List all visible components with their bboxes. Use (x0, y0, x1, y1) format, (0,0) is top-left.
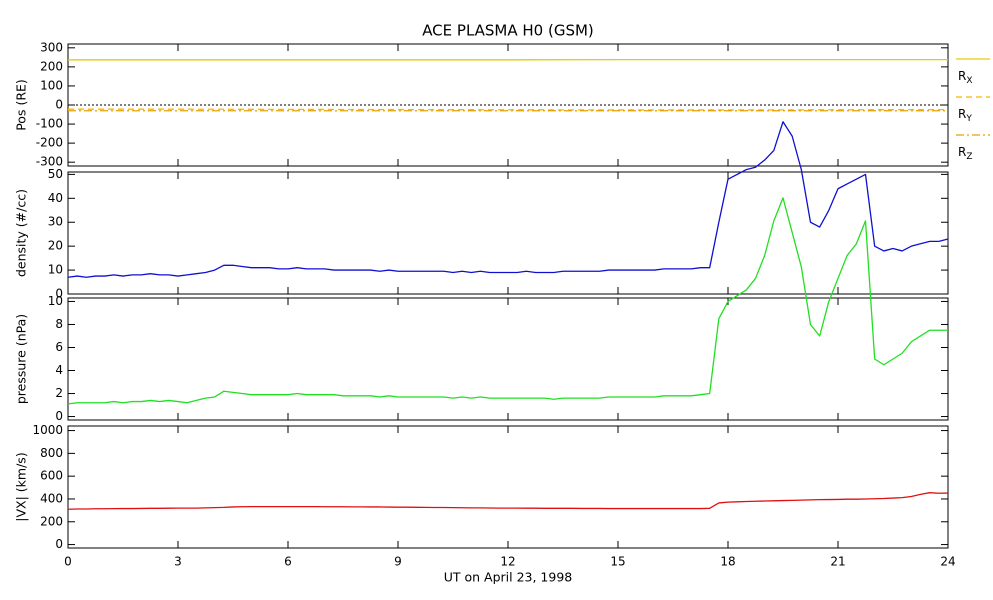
y-tick-label: 200 (40, 514, 63, 528)
x-tick-label: 0 (64, 555, 72, 569)
x-tick-label: 9 (394, 555, 402, 569)
y-tick-label: 10 (48, 294, 63, 308)
legend-label: RZ (958, 145, 973, 162)
plot-frame (67, 425, 949, 549)
y-tick-label: 20 (48, 239, 63, 253)
x-tick-label: 12 (500, 555, 515, 569)
y-tick-label: 0 (55, 409, 63, 423)
x-axis-label: UT on April 23, 1998 (444, 570, 573, 585)
y-tick-label: -300 (36, 155, 63, 169)
y-tick-label: 0 (55, 98, 63, 112)
y-tick-label: 30 (48, 215, 63, 229)
legend-label: RX (958, 69, 973, 86)
y-tick-label: 1000 (32, 423, 63, 437)
legend-label: RY (958, 107, 972, 124)
y-tick-label: 6 (55, 340, 63, 354)
data-line (67, 197, 948, 405)
y-tick-label: -200 (36, 136, 63, 150)
y-tick-label: 2 (55, 386, 63, 400)
data-line (67, 121, 949, 278)
y-tick-label: 50 (48, 167, 63, 181)
x-tick-label: 3 (174, 555, 182, 569)
y-tick-label: 100 (40, 78, 63, 92)
y-tick-label: 600 (40, 469, 63, 483)
y-axis-label: pressure (nPa) (14, 314, 29, 404)
y-axis-label: |VX| (km/s) (14, 452, 29, 521)
y-tick-label: -100 (36, 117, 63, 131)
y-tick-label: 10 (48, 263, 63, 277)
y-axis-label: density (#/cc) (14, 189, 29, 277)
y-tick-label: 4 (55, 363, 63, 377)
data-line (68, 108, 949, 111)
y-tick-label: 40 (48, 191, 63, 205)
y-axis-label: Pos (RE) (14, 79, 29, 131)
y-tick-label: 400 (40, 491, 63, 505)
y-tick-label: 800 (40, 446, 63, 460)
y-tick-label: 0 (55, 537, 63, 551)
x-tick-label: 21 (830, 555, 845, 569)
y-tick-label: 0 (55, 287, 63, 301)
y-tick-label: 300 (40, 40, 63, 54)
y-tick-label: 8 (55, 317, 63, 331)
x-tick-label: 6 (284, 555, 292, 569)
y-tick-label: 200 (40, 59, 63, 73)
x-tick-label: 15 (610, 555, 625, 569)
data-line (67, 492, 949, 510)
plot-frame (67, 171, 949, 295)
plot-frame (67, 297, 949, 421)
chart-title: ACE PLASMA H0 (GSM) (422, 22, 594, 40)
x-tick-label: 18 (720, 555, 735, 569)
x-tick-label: 24 (940, 555, 955, 569)
